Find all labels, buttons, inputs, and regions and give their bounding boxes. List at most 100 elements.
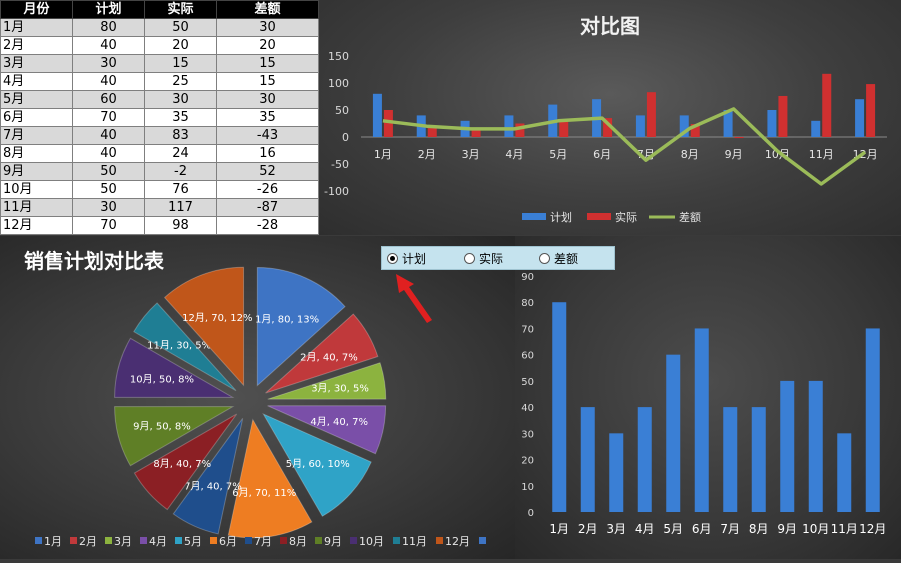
pie-slice[interactable] [262, 412, 372, 517]
cell-plan[interactable]: 60 [72, 90, 145, 109]
cell-actual[interactable]: 15 [144, 54, 217, 73]
plan-bar[interactable] [837, 433, 852, 512]
cell-diff[interactable]: 35 [216, 108, 319, 127]
cell-diff[interactable]: -43 [216, 126, 319, 145]
cell-plan[interactable]: 30 [72, 54, 145, 73]
cell-month[interactable]: 9月 [0, 162, 73, 181]
radio-diff-dot[interactable] [539, 252, 551, 264]
cell-diff[interactable]: 16 [216, 144, 319, 163]
cell-actual[interactable]: 35 [144, 108, 217, 127]
actual-bar[interactable] [734, 137, 744, 139]
cell-plan[interactable]: 30 [72, 198, 145, 217]
plan-bar[interactable] [767, 110, 777, 137]
cell-month[interactable]: 4月 [0, 72, 73, 91]
actual-bar[interactable] [427, 126, 437, 137]
pie-slice[interactable] [133, 302, 237, 392]
plan-bar[interactable] [865, 328, 880, 512]
plan-bar[interactable] [811, 120, 821, 137]
cell-diff[interactable]: -87 [216, 198, 319, 217]
plan-bar[interactable] [609, 433, 624, 512]
cell-plan[interactable]: 40 [72, 126, 145, 145]
pie-slice[interactable] [267, 362, 387, 400]
cell-month[interactable]: 11月 [0, 198, 73, 217]
plan-bar[interactable] [504, 115, 514, 137]
plan-bar[interactable] [694, 328, 709, 512]
header-actual[interactable]: 实际 [144, 0, 217, 19]
plan-bar[interactable] [723, 407, 738, 512]
cell-plan[interactable]: 50 [72, 180, 145, 199]
cell-actual[interactable]: 117 [144, 198, 217, 217]
actual-bar[interactable] [646, 92, 656, 137]
cell-diff[interactable]: 30 [216, 90, 319, 109]
cell-month[interactable]: 1月 [0, 18, 73, 37]
pie-slice[interactable] [265, 313, 379, 394]
pie-slice[interactable] [114, 337, 235, 398]
actual-bar[interactable] [690, 124, 700, 137]
cell-actual[interactable]: -2 [144, 162, 217, 181]
plan-bar[interactable] [635, 115, 645, 137]
actual-bar[interactable] [559, 120, 569, 137]
plan-bar[interactable] [780, 380, 795, 512]
pie-slice[interactable] [256, 267, 346, 387]
pie-slice[interactable] [172, 418, 244, 535]
actual-bar[interactable] [515, 123, 525, 138]
radio-diff[interactable]: 差额 [539, 250, 578, 267]
plan-bar[interactable] [637, 407, 652, 512]
cell-diff[interactable]: 52 [216, 162, 319, 181]
header-diff[interactable]: 差额 [216, 0, 319, 19]
actual-bar[interactable] [471, 128, 481, 137]
cell-month[interactable]: 5月 [0, 90, 73, 109]
cell-diff[interactable]: -28 [216, 216, 319, 235]
cell-diff[interactable]: 15 [216, 72, 319, 91]
cell-month[interactable]: 2月 [0, 36, 73, 55]
cell-actual[interactable]: 24 [144, 144, 217, 163]
cell-actual[interactable]: 83 [144, 126, 217, 145]
actual-bar[interactable] [866, 84, 876, 137]
plan-bar[interactable] [751, 407, 766, 512]
cell-plan[interactable]: 70 [72, 108, 145, 127]
cell-diff[interactable]: 20 [216, 36, 319, 55]
cell-month[interactable]: 12月 [0, 216, 73, 235]
cell-plan[interactable]: 80 [72, 18, 145, 37]
pie-slice[interactable] [227, 418, 313, 539]
plan-bar[interactable] [723, 110, 733, 137]
pie-slice[interactable] [163, 266, 245, 387]
cell-actual[interactable]: 30 [144, 90, 217, 109]
cell-month[interactable]: 7月 [0, 126, 73, 145]
pie-slice[interactable] [114, 406, 235, 467]
cell-diff[interactable]: 30 [216, 18, 319, 37]
cell-plan[interactable]: 40 [72, 72, 145, 91]
plan-bar[interactable] [679, 115, 689, 137]
plan-bar[interactable] [855, 99, 865, 137]
cell-month[interactable]: 8月 [0, 144, 73, 163]
actual-bar[interactable] [778, 95, 788, 137]
cell-actual[interactable]: 98 [144, 216, 217, 235]
actual-bar[interactable] [603, 118, 613, 137]
plan-bar[interactable] [552, 302, 567, 512]
radio-plan-dot[interactable] [387, 252, 398, 264]
cell-plan[interactable]: 70 [72, 216, 145, 235]
cell-actual[interactable]: 20 [144, 36, 217, 55]
plan-bar[interactable] [808, 380, 823, 512]
pie-slice[interactable] [267, 405, 387, 455]
actual-bar[interactable] [383, 110, 393, 137]
header-month[interactable]: 月份 [0, 0, 73, 19]
radio-plan[interactable]: 计划 [387, 250, 426, 267]
cell-actual[interactable]: 25 [144, 72, 217, 91]
cell-diff[interactable]: 15 [216, 54, 319, 73]
pie-slice[interactable] [133, 413, 238, 511]
plan-bar[interactable] [666, 354, 681, 512]
cell-plan[interactable]: 40 [72, 36, 145, 55]
cell-plan[interactable]: 50 [72, 162, 145, 181]
cell-diff[interactable]: -26 [216, 180, 319, 199]
plan-bar[interactable] [580, 407, 595, 512]
actual-bar[interactable] [822, 73, 832, 137]
cell-actual[interactable]: 76 [144, 180, 217, 199]
cell-month[interactable]: 3月 [0, 54, 73, 73]
diff-line[interactable] [382, 107, 867, 186]
cell-month[interactable]: 10月 [0, 180, 73, 199]
cell-plan[interactable]: 40 [72, 144, 145, 163]
radio-actual-dot[interactable] [464, 252, 476, 264]
radio-actual[interactable]: 实际 [464, 250, 503, 267]
plan-bar[interactable] [372, 93, 382, 137]
